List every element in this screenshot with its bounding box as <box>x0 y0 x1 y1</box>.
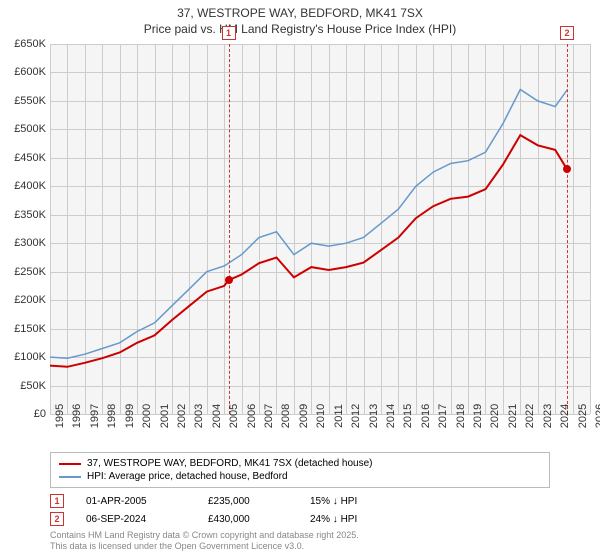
chart-marker-2: 2 <box>560 26 574 40</box>
x-axis-label: 2013 <box>368 404 380 428</box>
event-row: 1 01-APR-2005 £235,000 15% ↓ HPI <box>50 494 410 508</box>
x-axis-label: 2001 <box>159 404 171 428</box>
y-axis-label: £600K <box>14 66 46 78</box>
event-marker: 1 <box>50 494 64 508</box>
y-axis-label: £0 <box>34 408 46 420</box>
chart-marker-1: 1 <box>222 26 236 40</box>
y-axis-label: £550K <box>14 95 46 107</box>
x-axis-label: 2014 <box>385 404 397 428</box>
chart-container: 37, WESTROPE WAY, BEDFORD, MK41 7SX Pric… <box>0 0 600 560</box>
event-pct: 24% ↓ HPI <box>310 514 410 525</box>
y-axis-label: £150K <box>14 323 46 335</box>
y-axis-label: £100K <box>14 351 46 363</box>
y-axis-label: £500K <box>14 123 46 135</box>
plot-area: 12 <box>50 44 590 414</box>
x-axis-label: 2004 <box>211 404 223 428</box>
legend-swatch <box>59 463 81 465</box>
y-axis-label: £250K <box>14 266 46 278</box>
x-axis-label: 1999 <box>124 404 136 428</box>
y-axis-label: £50K <box>20 380 46 392</box>
event-date: 01-APR-2005 <box>86 496 186 507</box>
y-axis-label: £200K <box>14 294 46 306</box>
x-axis-label: 2020 <box>489 404 501 428</box>
x-axis-label: 2016 <box>420 404 432 428</box>
y-axis-label: £650K <box>14 38 46 50</box>
x-axis-label: 2019 <box>472 404 484 428</box>
x-axis-label: 2002 <box>176 404 188 428</box>
chart-title: 37, WESTROPE WAY, BEDFORD, MK41 7SX Pric… <box>0 0 600 37</box>
x-axis-label: 2008 <box>280 404 292 428</box>
footer: Contains HM Land Registry data © Crown c… <box>50 530 359 552</box>
x-axis-label: 1997 <box>89 404 101 428</box>
legend-label: HPI: Average price, detached house, Bedf… <box>87 471 288 482</box>
event-price: £235,000 <box>208 496 288 507</box>
legend-item-hpi: HPI: Average price, detached house, Bedf… <box>59 470 541 483</box>
event-price: £430,000 <box>208 514 288 525</box>
y-axis-label: £400K <box>14 180 46 192</box>
x-axis-label: 1998 <box>106 404 118 428</box>
x-axis-label: 2000 <box>141 404 153 428</box>
x-axis-label: 2009 <box>298 404 310 428</box>
y-axis-label: £350K <box>14 209 46 221</box>
x-axis-label: 2005 <box>228 404 240 428</box>
event-date: 06-SEP-2024 <box>86 514 186 525</box>
x-axis-label: 2012 <box>350 404 362 428</box>
x-axis-label: 2021 <box>507 404 519 428</box>
x-axis-label: 1996 <box>71 404 83 428</box>
x-axis-label: 2022 <box>524 404 536 428</box>
x-axis-label: 2011 <box>333 404 345 428</box>
x-axis-label: 2018 <box>455 404 467 428</box>
event-marker: 2 <box>50 512 64 526</box>
x-axis-label: 2006 <box>246 404 258 428</box>
x-axis-label: 2007 <box>263 404 275 428</box>
x-axis-label: 2023 <box>542 404 554 428</box>
legend: 37, WESTROPE WAY, BEDFORD, MK41 7SX (det… <box>50 452 550 488</box>
x-axis-label: 2026 <box>594 404 600 428</box>
y-axis-label: £450K <box>14 152 46 164</box>
chart-marker-dot <box>563 165 571 173</box>
event-pct: 15% ↓ HPI <box>310 496 410 507</box>
x-axis-label: 2024 <box>559 404 571 428</box>
x-axis-label: 2015 <box>402 404 414 428</box>
event-table: 1 01-APR-2005 £235,000 15% ↓ HPI 2 06-SE… <box>50 494 410 530</box>
x-axis-label: 2017 <box>437 404 449 428</box>
x-axis-label: 2003 <box>193 404 205 428</box>
chart-marker-dot <box>225 276 233 284</box>
x-axis-label: 2010 <box>315 404 327 428</box>
title-address: 37, WESTROPE WAY, BEDFORD, MK41 7SX <box>0 6 600 22</box>
footer-line1: Contains HM Land Registry data © Crown c… <box>50 530 359 541</box>
legend-item-property: 37, WESTROPE WAY, BEDFORD, MK41 7SX (det… <box>59 457 541 470</box>
title-subtitle: Price paid vs. HM Land Registry's House … <box>0 22 600 38</box>
footer-line2: This data is licensed under the Open Gov… <box>50 541 359 552</box>
x-axis-label: 2025 <box>577 404 589 428</box>
x-axis-label: 1995 <box>54 404 66 428</box>
event-row: 2 06-SEP-2024 £430,000 24% ↓ HPI <box>50 512 410 526</box>
legend-label: 37, WESTROPE WAY, BEDFORD, MK41 7SX (det… <box>87 458 372 469</box>
y-axis-label: £300K <box>14 237 46 249</box>
legend-swatch <box>59 476 81 478</box>
chart-lines <box>50 44 590 414</box>
